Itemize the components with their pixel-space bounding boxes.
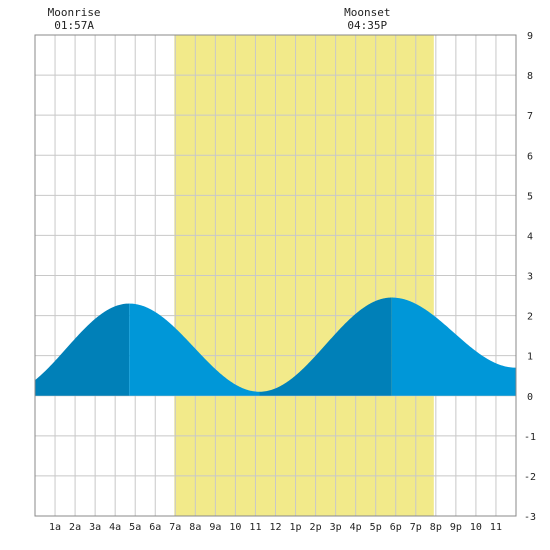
- tide-area-rising: [259, 297, 392, 396]
- x-tick-label: 3p: [330, 522, 342, 533]
- x-tick-label: 4a: [109, 522, 121, 533]
- y-tick-label: -1: [524, 432, 536, 443]
- x-tick-label: 11: [249, 522, 261, 533]
- y-tick-label: 3: [527, 272, 533, 283]
- moon-event-label: Moonrise: [48, 6, 101, 19]
- y-tick-label: -3: [524, 512, 536, 523]
- x-tick-label: 2p: [310, 522, 322, 533]
- x-tick-label: 8p: [430, 522, 442, 533]
- x-tick-label: 5p: [370, 522, 382, 533]
- plot-border: [34, 34, 517, 517]
- moon-event-time: 04:35P: [347, 19, 387, 32]
- x-tick-label: 6p: [390, 522, 402, 533]
- y-tick-label: 0: [527, 392, 533, 403]
- moon-event-label: Moonset: [344, 6, 390, 19]
- grid: [35, 35, 516, 516]
- x-tick-label: 3a: [89, 522, 101, 533]
- x-tick-label: 8a: [189, 522, 201, 533]
- y-tick-label: 2: [527, 312, 533, 323]
- y-tick-label: 8: [527, 71, 533, 82]
- x-tick-label: 1p: [290, 522, 302, 533]
- x-tick-label: 5a: [129, 522, 141, 533]
- moon-event-time: 01:57A: [54, 19, 94, 32]
- y-tick-label: 9: [527, 31, 533, 42]
- y-tick-label: -2: [524, 472, 536, 483]
- x-tick-label: 7p: [410, 522, 422, 533]
- y-tick-label: 4: [527, 231, 533, 242]
- tide-area-falling: [129, 303, 260, 396]
- y-tick-label: 1: [527, 352, 533, 363]
- x-tick-label: 10: [229, 522, 241, 533]
- x-tick-label: 9a: [209, 522, 221, 533]
- x-tick-label: 7a: [169, 522, 181, 533]
- x-tick-label: 4p: [350, 522, 362, 533]
- x-tick-label: 2a: [69, 522, 81, 533]
- y-tick-label: 5: [527, 191, 533, 202]
- x-tick-label: 10: [470, 522, 482, 533]
- x-tick-label: 1a: [49, 522, 61, 533]
- y-tick-label: 7: [527, 111, 533, 122]
- x-tick-label: 11: [490, 522, 502, 533]
- y-tick-label: 6: [527, 151, 533, 162]
- tide-area-rising: [35, 303, 130, 396]
- tide-area-falling: [391, 297, 516, 396]
- x-tick-label: 6a: [149, 522, 161, 533]
- x-tick-label: 12: [269, 522, 281, 533]
- x-tick-label: 9p: [450, 522, 462, 533]
